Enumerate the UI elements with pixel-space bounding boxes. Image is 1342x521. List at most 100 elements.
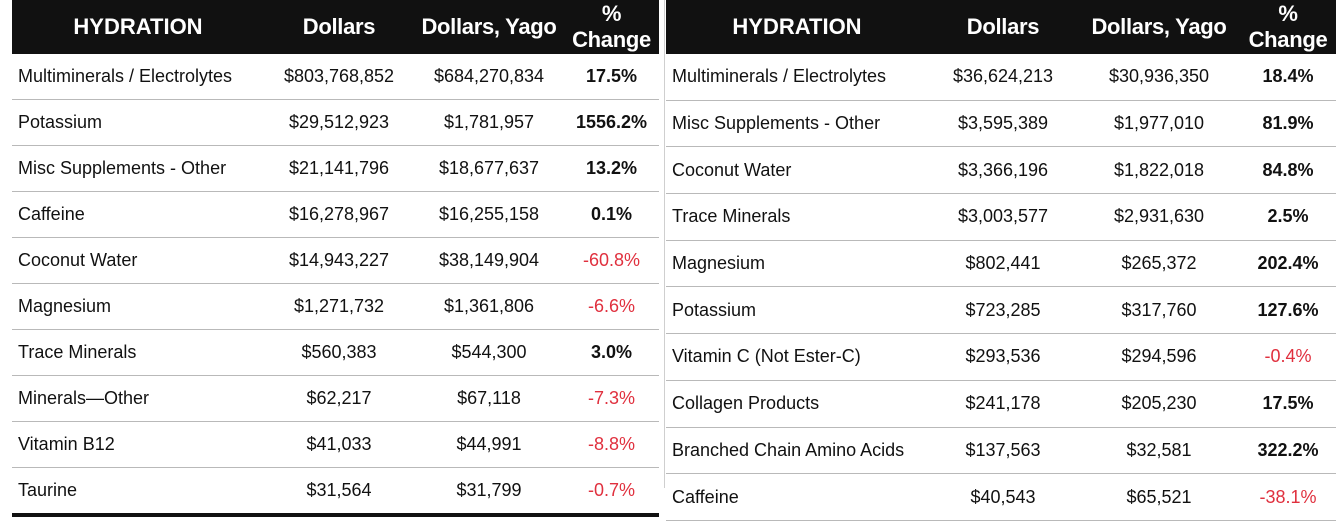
dollars-cell: $14,943,227 bbox=[264, 237, 414, 284]
table-row: Multiminerals / Electrolytes $803,768,852… bbox=[12, 54, 659, 100]
dollars-yago-cell: $31,799 bbox=[414, 467, 564, 517]
dollars-yago-cell: $2,931,630 bbox=[1078, 193, 1240, 241]
product-name-cell: Coconut Water bbox=[666, 146, 928, 195]
dollars-cell: $802,441 bbox=[928, 240, 1078, 288]
dollars-yago-cell: $16,255,158 bbox=[414, 191, 564, 238]
dollars-yago-cell: $1,977,010 bbox=[1078, 100, 1240, 148]
dollars-yago-cell: $1,822,018 bbox=[1078, 146, 1240, 195]
dollars-cell: $1,271,732 bbox=[264, 283, 414, 330]
percent-change-cell: 202.4% bbox=[1240, 240, 1336, 288]
percent-change-cell: 17.5% bbox=[564, 54, 659, 100]
dollars-yago-cell: $18,677,637 bbox=[414, 145, 564, 192]
table-row: Collagen Products $241,178 $205,230 17.5% bbox=[666, 380, 1336, 428]
product-name-cell: Minerals—Other bbox=[12, 375, 264, 422]
percent-change-cell: 84.8% bbox=[1240, 146, 1336, 195]
table-row: Coconut Water $14,943,227 $38,149,904 -60.8… bbox=[12, 237, 659, 284]
percent-change-cell: -7.3% bbox=[564, 375, 659, 422]
table-row: Misc Supplements - Other $21,141,796 $18,6… bbox=[12, 145, 659, 192]
table-row: Vitamin C (Not Ester-C) $293,536 $294,596-… bbox=[666, 333, 1336, 381]
percent-change-cell: 322.2% bbox=[1240, 427, 1336, 475]
table-gap bbox=[659, 0, 666, 488]
column-header-dollars-yago: Dollars, Yago bbox=[1078, 0, 1240, 54]
dollars-yago-cell: $205,230 bbox=[1078, 380, 1240, 428]
dollars-yago-cell: $684,270,834 bbox=[414, 54, 564, 100]
dollars-yago-cell: $1,361,806 bbox=[414, 283, 564, 330]
percent-change-cell: -60.8% bbox=[564, 237, 659, 284]
table-row: Misc Supplements - Other $3,595,389 $1,977… bbox=[666, 100, 1336, 148]
percent-change-cell: 0.1% bbox=[564, 191, 659, 238]
percent-change-cell: 127.6% bbox=[1240, 286, 1336, 335]
column-header-percent-change: % Change bbox=[1240, 0, 1336, 54]
percent-change-cell: 81.9% bbox=[1240, 100, 1336, 148]
product-name-cell: Magnesium bbox=[666, 240, 928, 288]
percent-change-cell: 18.4% bbox=[1240, 54, 1336, 101]
dollars-cell: $29,512,923 bbox=[264, 99, 414, 146]
percent-change-cell: -8.8% bbox=[564, 421, 659, 468]
percent-change-cell: -6.6% bbox=[564, 283, 659, 330]
table-header-row: HYDRATION Dollars Dollars, Yago % Change bbox=[12, 0, 659, 54]
dollars-yago-cell: $1,781,957 bbox=[414, 99, 564, 146]
dollars-yago-cell: $65,521 bbox=[1078, 473, 1240, 521]
dollars-cell: $3,366,196 bbox=[928, 146, 1078, 195]
dollars-cell: $803,768,852 bbox=[264, 54, 414, 100]
dollars-cell: $41,033 bbox=[264, 421, 414, 468]
dollars-cell: $36,624,213 bbox=[928, 54, 1078, 101]
product-name-cell: Trace Minerals bbox=[12, 329, 264, 376]
hydration-table-left: HYDRATION Dollars Dollars, Yago % Change… bbox=[12, 0, 659, 517]
table-row: Trace Minerals $3,003,577 $2,931,630 2.5% bbox=[666, 193, 1336, 241]
dollars-yago-cell: $265,372 bbox=[1078, 240, 1240, 288]
percent-change-cell: -0.4% bbox=[1240, 333, 1336, 381]
dollars-cell: $16,278,967 bbox=[264, 191, 414, 238]
dollars-yago-cell: $32,581 bbox=[1078, 427, 1240, 475]
table-divider bbox=[664, 0, 665, 488]
product-name-cell: Potassium bbox=[12, 99, 264, 146]
table-row: Caffeine $16,278,967 $16,255,158 0.1% bbox=[12, 191, 659, 238]
product-name-cell: Misc Supplements - Other bbox=[666, 100, 928, 148]
table-row: Magnesium $1,271,732 $1,361,806 -6.6% bbox=[12, 283, 659, 330]
dollars-cell: $3,003,577 bbox=[928, 193, 1078, 241]
product-name-cell: Multiminerals / Electrolytes bbox=[12, 54, 264, 100]
percent-change-cell: 1556.2% bbox=[564, 99, 659, 146]
product-name-cell: Caffeine bbox=[12, 191, 264, 238]
table-row: Multiminerals / Electrolytes $36,624,213 $… bbox=[666, 54, 1336, 101]
dollars-cell: $241,178 bbox=[928, 380, 1078, 428]
table-title: HYDRATION bbox=[12, 0, 264, 54]
dollars-cell: $62,217 bbox=[264, 375, 414, 422]
percent-change-cell: 3.0% bbox=[564, 329, 659, 376]
dollars-cell: $31,564 bbox=[264, 467, 414, 517]
product-name-cell: Multiminerals / Electrolytes bbox=[666, 54, 928, 101]
product-name-cell: Collagen Products bbox=[666, 380, 928, 428]
product-name-cell: Branched Chain Amino Acids bbox=[666, 427, 928, 475]
dollars-cell: $137,563 bbox=[928, 427, 1078, 475]
table-row: Potassium $29,512,923 $1,781,957 1556.2% bbox=[12, 99, 659, 146]
column-header-dollars-yago: Dollars, Yago bbox=[414, 0, 564, 54]
dollars-yago-cell: $544,300 bbox=[414, 329, 564, 376]
table-row: Trace Minerals $560,383 $544,300 3.0% bbox=[12, 329, 659, 376]
column-header-dollars: Dollars bbox=[928, 0, 1078, 54]
product-name-cell: Trace Minerals bbox=[666, 193, 928, 241]
column-header-percent-change: % Change bbox=[564, 0, 659, 54]
table-row: Branched Chain Amino Acids $137,563 $32,58… bbox=[666, 427, 1336, 475]
column-header-dollars: Dollars bbox=[264, 0, 414, 54]
product-name-cell: Magnesium bbox=[12, 283, 264, 330]
product-name-cell: Caffeine bbox=[666, 473, 928, 521]
table-title: HYDRATION bbox=[666, 0, 928, 54]
table-header-row: HYDRATION Dollars Dollars, Yago % Change bbox=[666, 0, 1336, 54]
table-row: Potassium $723,285 $317,760 127.6% bbox=[666, 286, 1336, 335]
hydration-table-right: HYDRATION Dollars Dollars, Yago % Change… bbox=[666, 0, 1336, 521]
product-name-cell: Potassium bbox=[666, 286, 928, 335]
dollars-yago-cell: $317,760 bbox=[1078, 286, 1240, 335]
dollars-yago-cell: $294,596 bbox=[1078, 333, 1240, 381]
dollars-cell: $293,536 bbox=[928, 333, 1078, 381]
table-row: Taurine $31,564 $31,799 -0.7% bbox=[12, 467, 659, 517]
table-row: Coconut Water $3,366,196 $1,822,018 84.8% bbox=[666, 146, 1336, 195]
product-name-cell: Taurine bbox=[12, 467, 264, 517]
dollars-yago-cell: $38,149,904 bbox=[414, 237, 564, 284]
dollars-cell: $21,141,796 bbox=[264, 145, 414, 192]
table-row: Minerals—Other $62,217 $67,118 -7.3% bbox=[12, 375, 659, 422]
product-name-cell: Coconut Water bbox=[12, 237, 264, 284]
percent-change-cell: -38.1% bbox=[1240, 473, 1336, 521]
dollars-cell: $723,285 bbox=[928, 286, 1078, 335]
table-row: Caffeine $40,543 $65,521 -38.1% bbox=[666, 473, 1336, 521]
dollars-yago-cell: $30,936,350 bbox=[1078, 54, 1240, 101]
